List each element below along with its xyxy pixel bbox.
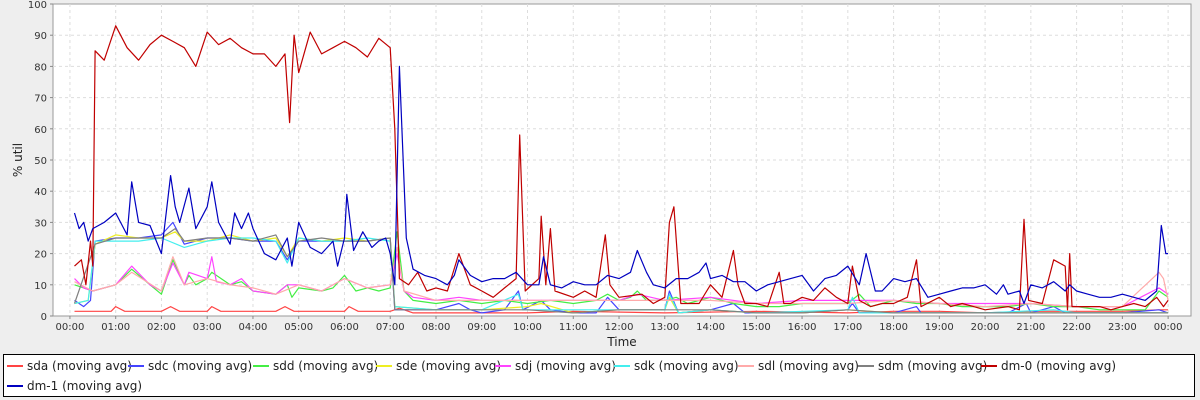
legend-label: sda (moving avg) bbox=[27, 359, 132, 373]
legend-item-sdm: sdm (moving avg) bbox=[858, 357, 987, 375]
legend-swatch bbox=[858, 365, 874, 367]
x-tick-label: 14:00 bbox=[696, 322, 725, 333]
x-tick-label: 06:00 bbox=[330, 322, 359, 333]
legend-swatch bbox=[253, 365, 269, 367]
x-tick-label: 11:00 bbox=[559, 322, 588, 333]
x-tick-label: 07:00 bbox=[376, 322, 405, 333]
x-tick-label: 20:00 bbox=[971, 322, 1000, 333]
x-tick-label: 16:00 bbox=[788, 322, 817, 333]
series-line-dm-1 bbox=[73, 65, 1169, 305]
y-tick-label: 50 bbox=[34, 156, 47, 167]
legend-label: sdc (moving avg) bbox=[148, 359, 253, 373]
y-tick-label: 40 bbox=[34, 187, 47, 198]
line-chart: 0 10 20 30 40 50 60 70 80 90 100 00:00 01:00 02:00 03:… bbox=[11, 0, 1192, 349]
y-tick-label: 60 bbox=[34, 125, 47, 136]
series-line-sdm bbox=[73, 228, 1169, 314]
legend-swatch bbox=[128, 365, 144, 367]
y-tick-label: 100 bbox=[28, 0, 47, 11]
x-tick-label: 18:00 bbox=[879, 322, 908, 333]
x-tick-label: 17:00 bbox=[833, 322, 862, 333]
legend-swatch bbox=[981, 365, 997, 367]
legend-swatch bbox=[614, 365, 630, 367]
legend-label: sdm (moving avg) bbox=[878, 359, 988, 373]
x-tick-label: 04:00 bbox=[239, 322, 268, 333]
x-tick-label: 10:00 bbox=[513, 322, 542, 333]
legend-item-sdd: sdd (moving avg) bbox=[253, 357, 378, 375]
legend-swatch bbox=[7, 365, 23, 367]
legend-label: sdk (moving avg) bbox=[634, 359, 739, 373]
x-tick-label: 08:00 bbox=[422, 322, 451, 333]
legend-label: sdl (moving avg) bbox=[758, 359, 859, 373]
x-tick-label: 21:00 bbox=[1016, 322, 1045, 333]
legend-label: sde (moving avg) bbox=[396, 359, 502, 373]
legend-swatch bbox=[738, 365, 754, 367]
legend-swatch bbox=[495, 365, 511, 367]
legend-swatch bbox=[376, 365, 392, 367]
y-tick-label: 30 bbox=[34, 218, 47, 229]
legend-item-sdc: sdc (moving avg) bbox=[128, 357, 252, 375]
x-tick-label: 15:00 bbox=[742, 322, 771, 333]
legend-swatch bbox=[7, 385, 23, 387]
y-tick-label: 80 bbox=[34, 62, 47, 73]
legend: sda (moving avg) sdc (moving avg) sdd (mov… bbox=[3, 354, 1195, 397]
x-tick-label: 01:00 bbox=[101, 322, 130, 333]
x-tick-label: 03:00 bbox=[193, 322, 222, 333]
x-tick-label: 12:00 bbox=[605, 322, 634, 333]
y-tick-label: 10 bbox=[34, 281, 47, 292]
x-tick-label: 13:00 bbox=[650, 322, 679, 333]
y-axis-label: % util bbox=[11, 143, 25, 177]
x-tick-label: 05:00 bbox=[284, 322, 313, 333]
legend-item-sdl: sdl (moving avg) bbox=[738, 357, 859, 375]
legend-label: dm-1 (moving avg) bbox=[27, 379, 143, 393]
legend-item-dm-0: dm-0 (moving avg) bbox=[981, 357, 1116, 375]
x-axis-label: Time bbox=[606, 335, 636, 349]
y-tick-label: 0 bbox=[41, 312, 47, 323]
legend-item-sda: sda (moving avg) bbox=[7, 357, 132, 375]
legend-item-sdj: sdj (moving avg) bbox=[495, 357, 616, 375]
series-line-sdl bbox=[74, 246, 1169, 308]
legend-item-sdk: sdk (moving avg) bbox=[614, 357, 739, 375]
legend-label: sdd (moving avg) bbox=[273, 359, 379, 373]
legend-item-dm-1: dm-1 (moving avg) bbox=[7, 377, 142, 395]
x-tick-label: 00:00 bbox=[56, 322, 85, 333]
series-line-dm-0 bbox=[74, 25, 1169, 311]
x-tick-label: 00:00 bbox=[1154, 322, 1183, 333]
x-tick-label: 09:00 bbox=[467, 322, 496, 333]
legend-label: sdj (moving avg) bbox=[515, 359, 616, 373]
x-tick-label: 22:00 bbox=[1062, 322, 1091, 333]
y-tick-label: 90 bbox=[34, 31, 47, 42]
legend-label: dm-0 (moving avg) bbox=[1001, 359, 1117, 373]
x-tick-label: 19:00 bbox=[925, 322, 954, 333]
x-tick-label: 23:00 bbox=[1108, 322, 1137, 333]
legend-item-sde: sde (moving avg) bbox=[376, 357, 501, 375]
y-tick-label: 70 bbox=[34, 94, 47, 105]
y-tick-label: 20 bbox=[34, 250, 47, 261]
x-tick-label: 02:00 bbox=[147, 322, 176, 333]
